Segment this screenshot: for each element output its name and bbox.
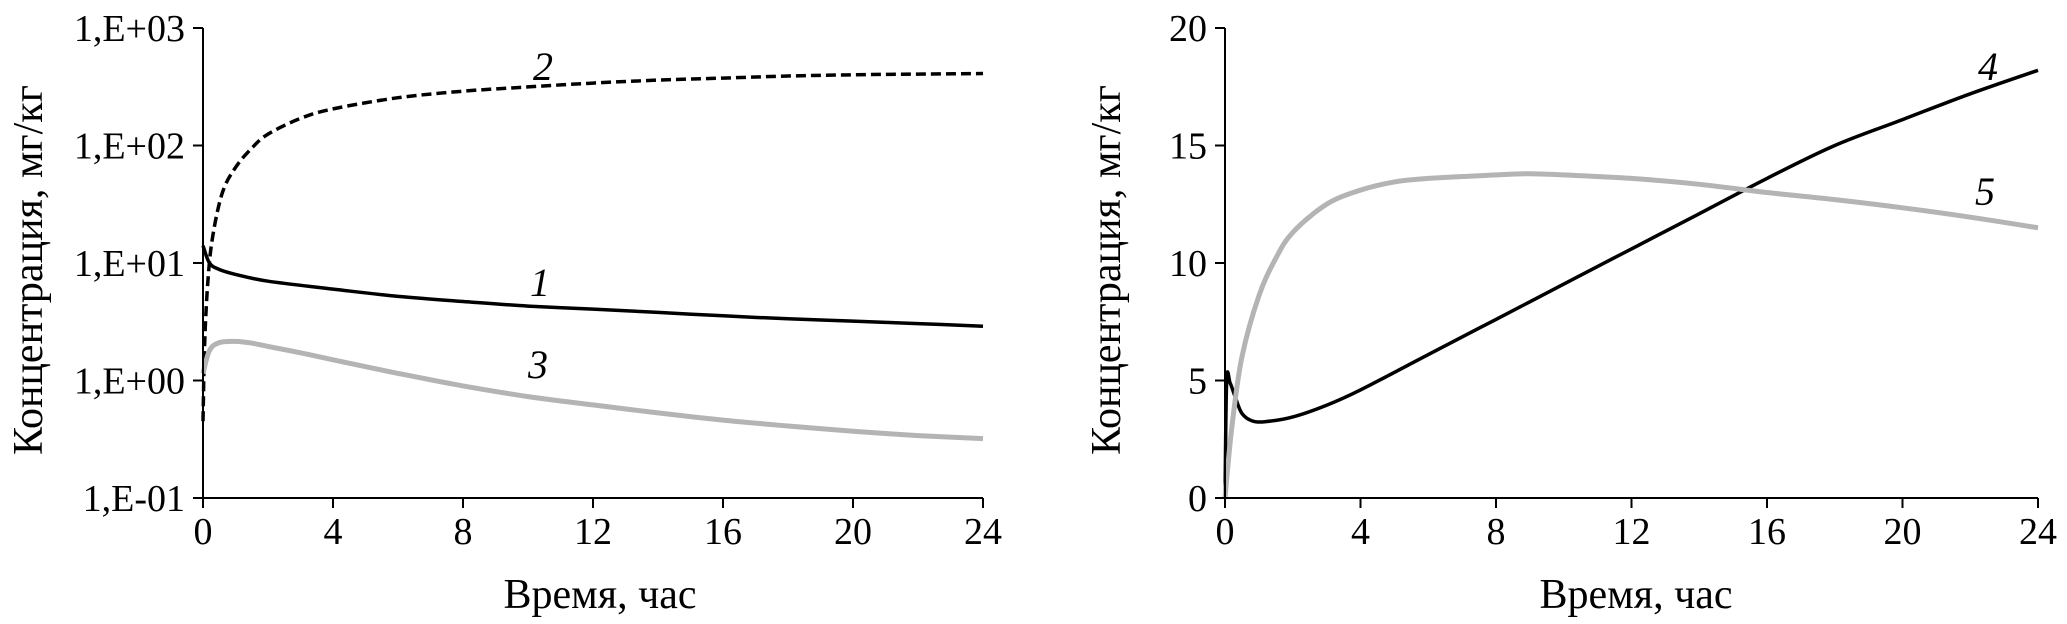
left-y-tick-label: 1,E-01: [83, 478, 185, 520]
left-y-tick-label: 1,E+00: [74, 361, 185, 403]
right-y-tick-label: 5: [1188, 361, 1207, 403]
right-x-tick-label: 24: [2019, 511, 2057, 553]
right-x-tick-label: 12: [1613, 511, 1651, 553]
left-x-tick-label: 16: [704, 511, 742, 553]
left-y-axis-title: Концентрация, мг/кг: [6, 85, 52, 455]
right-y-tick-label: 10: [1169, 243, 1207, 285]
left-series-line-2: [201, 71, 984, 422]
right-series-line-4: [1223, 68, 2039, 499]
left-x-tick-label: 8: [454, 511, 473, 553]
left-plot-area: [200, 71, 984, 442]
right-x-axis-title: Время, час: [1540, 572, 1733, 618]
right-x-tick-label: 16: [1748, 511, 1786, 553]
left-x-tick-label: 24: [964, 511, 1002, 553]
left-series-line-3: [200, 338, 984, 442]
right-plot-area: [1222, 68, 2039, 499]
left-series-line-1: [201, 245, 984, 328]
left-x-tick-label: 0: [194, 511, 213, 553]
left-x-tick-label: 20: [834, 511, 872, 553]
left-series-label-2: 2: [533, 44, 553, 89]
right-series-label-4: 4: [1978, 44, 1998, 89]
left-axes: 1,E-011,E+001,E+011,E+021,E+030 4 8 12 16 20 2…: [74, 8, 1002, 553]
left-x-axis-title: Время, час: [504, 572, 697, 618]
right-series-line-5: [1222, 171, 2039, 499]
left-x-tick-label: 4: [324, 511, 343, 553]
right-x-tick-label: 20: [1884, 511, 1922, 553]
right-y-tick-label: 20: [1169, 8, 1207, 50]
left-chart-log-scale: 1,E-011,E+001,E+011,E+021,E+030 4 8 12 16 20 2…: [6, 8, 1002, 618]
right-y-axis-title: Концентрация, мг/кг: [1084, 85, 1130, 455]
right-axes: 0 5 10 15 20 0 4 8 12 16 20 24: [1169, 8, 2057, 553]
right-x-tick-label: 4: [1351, 511, 1370, 553]
left-series-label-3: 3: [527, 342, 548, 387]
left-series-label-1: 1: [530, 260, 550, 305]
left-y-tick-label: 1,E+01: [74, 243, 185, 285]
right-y-tick-label: 0: [1188, 478, 1207, 520]
right-x-tick-label: 0: [1216, 511, 1235, 553]
right-y-tick-label: 15: [1169, 126, 1207, 168]
left-y-tick-label: 1,E+02: [74, 126, 185, 168]
left-y-tick-label: 1,E+03: [74, 8, 185, 50]
right-x-tick-label: 8: [1487, 511, 1506, 553]
left-x-tick-label: 12: [574, 511, 612, 553]
right-series-label-5: 5: [1975, 169, 1995, 214]
right-chart-linear-scale: 0 5 10 15 20 0 4 8 12 16 20 24 Время, час Концентра…: [1084, 8, 2057, 618]
